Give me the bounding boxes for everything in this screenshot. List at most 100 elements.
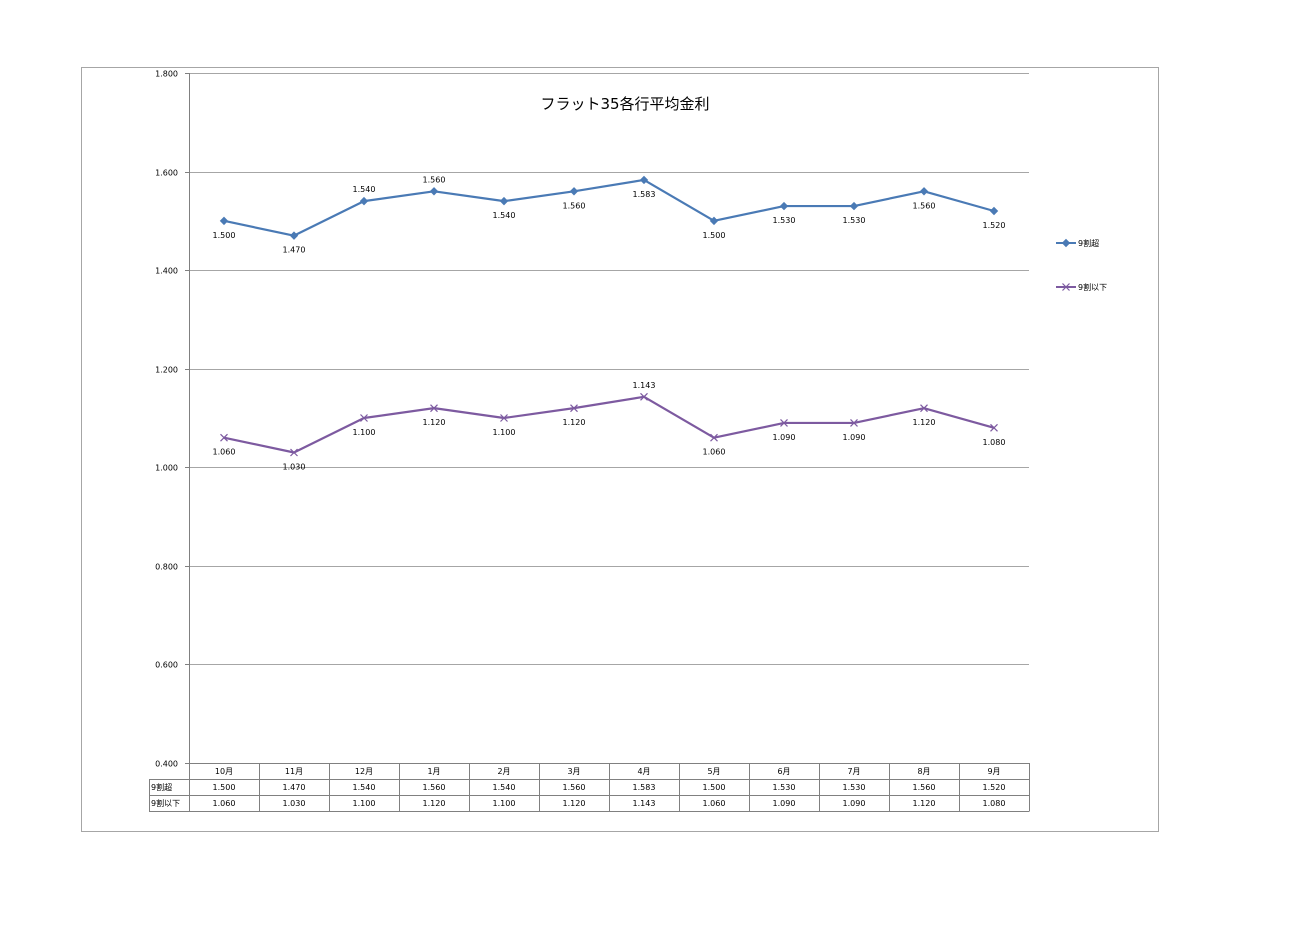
table-cell: 1.080: [983, 799, 1006, 808]
table-cell: 1.060: [213, 799, 236, 808]
marker-stroke: [430, 404, 438, 413]
table-cell: 1.090: [773, 799, 796, 808]
data-label: 1.060: [703, 448, 726, 457]
x-tick-label: 12月: [355, 767, 373, 776]
y-tick-label: 1.800: [155, 70, 178, 79]
data-label: 1.090: [843, 433, 866, 442]
legend-marker: [1061, 238, 1071, 248]
table-cell: 1.090: [843, 799, 866, 808]
marker-stroke: [570, 404, 578, 413]
data-point: [989, 206, 999, 216]
x-tick-label: 7月: [847, 767, 860, 776]
series-line: [223, 178, 995, 237]
data-label: 1.470: [283, 246, 306, 255]
data-point: [499, 196, 509, 206]
table-cell: 1.100: [353, 799, 376, 808]
data-point: [850, 419, 858, 427]
table-cell: 1.540: [493, 783, 516, 792]
chart-title: フラット35各行平均金利: [540, 95, 709, 113]
data-point: [360, 414, 368, 422]
data-label: 1.560: [913, 201, 936, 210]
table-cell: 1.060: [703, 799, 726, 808]
data-label: 1.530: [773, 216, 796, 225]
data-label: 1.060: [213, 448, 236, 457]
x-tick-label: 2月: [497, 767, 510, 776]
data-point: [500, 414, 508, 422]
table-cell: 1.120: [563, 799, 586, 808]
legend-marker: [1062, 283, 1070, 291]
x-tick-label: 5月: [707, 767, 720, 776]
y-tick-label: 1.200: [155, 366, 178, 375]
data-point: [780, 419, 788, 427]
marker-stroke: [290, 448, 298, 457]
data-point: [219, 216, 229, 226]
grid: [189, 73, 1029, 665]
y-tick-label: 0.800: [155, 563, 178, 572]
marker-stroke: [850, 419, 858, 427]
x-tick-label: 1月: [427, 767, 440, 776]
data-label: 1.540: [493, 211, 516, 220]
marker-stroke: [1062, 283, 1070, 291]
table-cell: 1.583: [633, 783, 656, 792]
table-cell: 1.530: [843, 783, 866, 792]
table-cell: 1.120: [423, 799, 446, 808]
data-label: 1.120: [423, 418, 446, 427]
data-point: [569, 187, 579, 196]
data-label: 1.120: [913, 418, 936, 427]
y-tick-label: 1.400: [155, 267, 178, 276]
table-cell: 1.470: [283, 783, 306, 792]
data-label: 1.520: [983, 221, 1006, 230]
table-cell: 1.560: [563, 783, 586, 792]
data-label: 1.080: [983, 438, 1006, 447]
table-cell: 1.143: [633, 799, 656, 808]
table-cell: 1.030: [283, 799, 306, 808]
chart-border: [81, 67, 1159, 832]
table-series-name: 9割超: [151, 782, 172, 792]
table-cell: 1.100: [493, 799, 516, 808]
marker-stroke: [640, 392, 648, 401]
x-tick-label: 10月: [215, 767, 233, 776]
table-cell: 1.560: [913, 783, 936, 792]
table-cell: 1.530: [773, 783, 796, 792]
data-point: [359, 196, 369, 206]
y-tick-label: 0.600: [155, 661, 178, 670]
data-point: [710, 433, 718, 442]
legend: 9割超 9割以下: [1056, 238, 1107, 292]
data-label: 1.100: [493, 428, 516, 437]
y-tick-label: 0.400: [155, 760, 178, 769]
data-table: 10月 11月 12月 1月 2月 3月 4月 5月 6月 7月 8月 9月 9割超 1.500 1.470…: [149, 763, 1030, 812]
data-point: [639, 175, 649, 185]
table-series-name: 9割以下: [151, 798, 180, 808]
data-point: [920, 404, 928, 413]
data-point: [290, 448, 298, 457]
series-line: [223, 395, 995, 454]
marker-stroke: [500, 414, 508, 422]
data-label: 1.560: [563, 201, 586, 210]
data-point: [919, 187, 929, 196]
data-point: [709, 216, 719, 226]
data-label: 1.540: [353, 185, 376, 194]
table-cell: 1.500: [213, 783, 236, 792]
data-point: [779, 201, 789, 211]
data-label: 1.500: [703, 231, 726, 240]
table-cell: 1.520: [983, 783, 1006, 792]
table-cell: 1.540: [353, 783, 376, 792]
marker-stroke: [710, 433, 718, 442]
data-point: [220, 433, 228, 442]
x-tick-label: 6月: [777, 767, 790, 776]
data-point: [289, 231, 299, 240]
series: 1.500 1.470 1.540 1.560 1.540 1.560 1.583 1.500…: [213, 175, 1006, 471]
x-tick-label: 4月: [637, 767, 650, 776]
data-point: [990, 423, 998, 432]
data-point: [570, 404, 578, 413]
marker-stroke: [220, 433, 228, 442]
marker-stroke: [920, 404, 928, 413]
data-label: 1.120: [563, 418, 586, 427]
x-tick-label: 8月: [917, 767, 930, 776]
data-label: 1.583: [633, 190, 656, 199]
data-label: 1.560: [423, 175, 446, 184]
data-point: [640, 392, 648, 401]
axes: 1.800 1.600 1.400 1.200 1.000 0.800 0.600 0.400: [155, 70, 190, 769]
marker-stroke: [780, 419, 788, 427]
